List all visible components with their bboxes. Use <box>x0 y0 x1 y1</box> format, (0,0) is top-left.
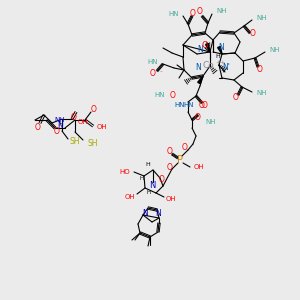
Text: O: O <box>197 8 203 16</box>
Text: O: O <box>195 113 201 122</box>
Text: Co: Co <box>202 61 214 70</box>
Text: NH: NH <box>205 119 215 125</box>
Text: OH: OH <box>97 124 108 130</box>
Text: ⁻: ⁻ <box>209 43 213 49</box>
Text: NH: NH <box>269 47 280 53</box>
Text: HO: HO <box>119 169 130 175</box>
Text: ⁻: ⁻ <box>160 71 162 76</box>
Text: HN: HN <box>154 92 165 98</box>
Text: P: P <box>177 155 183 165</box>
Text: O: O <box>182 143 188 152</box>
Text: HN: HN <box>148 59 158 65</box>
Text: N: N <box>197 46 203 55</box>
Text: O: O <box>199 101 205 110</box>
Text: O: O <box>35 122 41 131</box>
Text: O: O <box>170 92 176 100</box>
Text: O: O <box>257 65 263 74</box>
Text: H: H <box>206 41 210 46</box>
Text: NH: NH <box>216 8 226 14</box>
Text: O: O <box>250 29 256 38</box>
Text: NH: NH <box>256 15 266 21</box>
Text: OH: OH <box>78 119 88 125</box>
Text: HN: HN <box>183 102 194 108</box>
Text: SH: SH <box>70 137 80 146</box>
Text: NH: NH <box>256 90 266 96</box>
Text: N: N <box>195 64 201 73</box>
Text: H: H <box>58 122 63 127</box>
Text: H: H <box>146 163 150 167</box>
Text: H: H <box>147 190 151 194</box>
Text: O: O <box>190 8 196 17</box>
Text: O: O <box>159 176 165 184</box>
Text: NH: NH <box>54 117 64 123</box>
Text: H: H <box>216 53 220 58</box>
Text: SH: SH <box>87 139 98 148</box>
Text: O: O <box>91 106 97 115</box>
Text: ++: ++ <box>216 59 226 64</box>
Polygon shape <box>198 76 203 84</box>
Text: N: N <box>57 121 63 130</box>
Text: O: O <box>150 70 156 79</box>
Text: O: O <box>233 94 239 103</box>
Polygon shape <box>218 46 222 54</box>
Text: O: O <box>167 148 173 157</box>
Text: N: N <box>149 181 155 190</box>
Text: OH: OH <box>124 194 135 200</box>
Text: N: N <box>155 209 161 218</box>
Polygon shape <box>206 44 210 52</box>
Text: O: O <box>202 41 208 50</box>
Text: OH: OH <box>194 164 205 170</box>
Text: N: N <box>218 44 224 52</box>
Text: HN: HN <box>175 102 185 108</box>
Text: OH: OH <box>166 196 177 202</box>
Text: O: O <box>167 163 173 172</box>
Text: O: O <box>54 128 60 136</box>
Text: N': N' <box>222 62 230 71</box>
Text: O: O <box>202 100 208 109</box>
Text: HN: HN <box>169 11 179 17</box>
Text: N: N <box>142 208 148 217</box>
Text: O: O <box>71 112 77 122</box>
Text: H: H <box>140 176 144 181</box>
